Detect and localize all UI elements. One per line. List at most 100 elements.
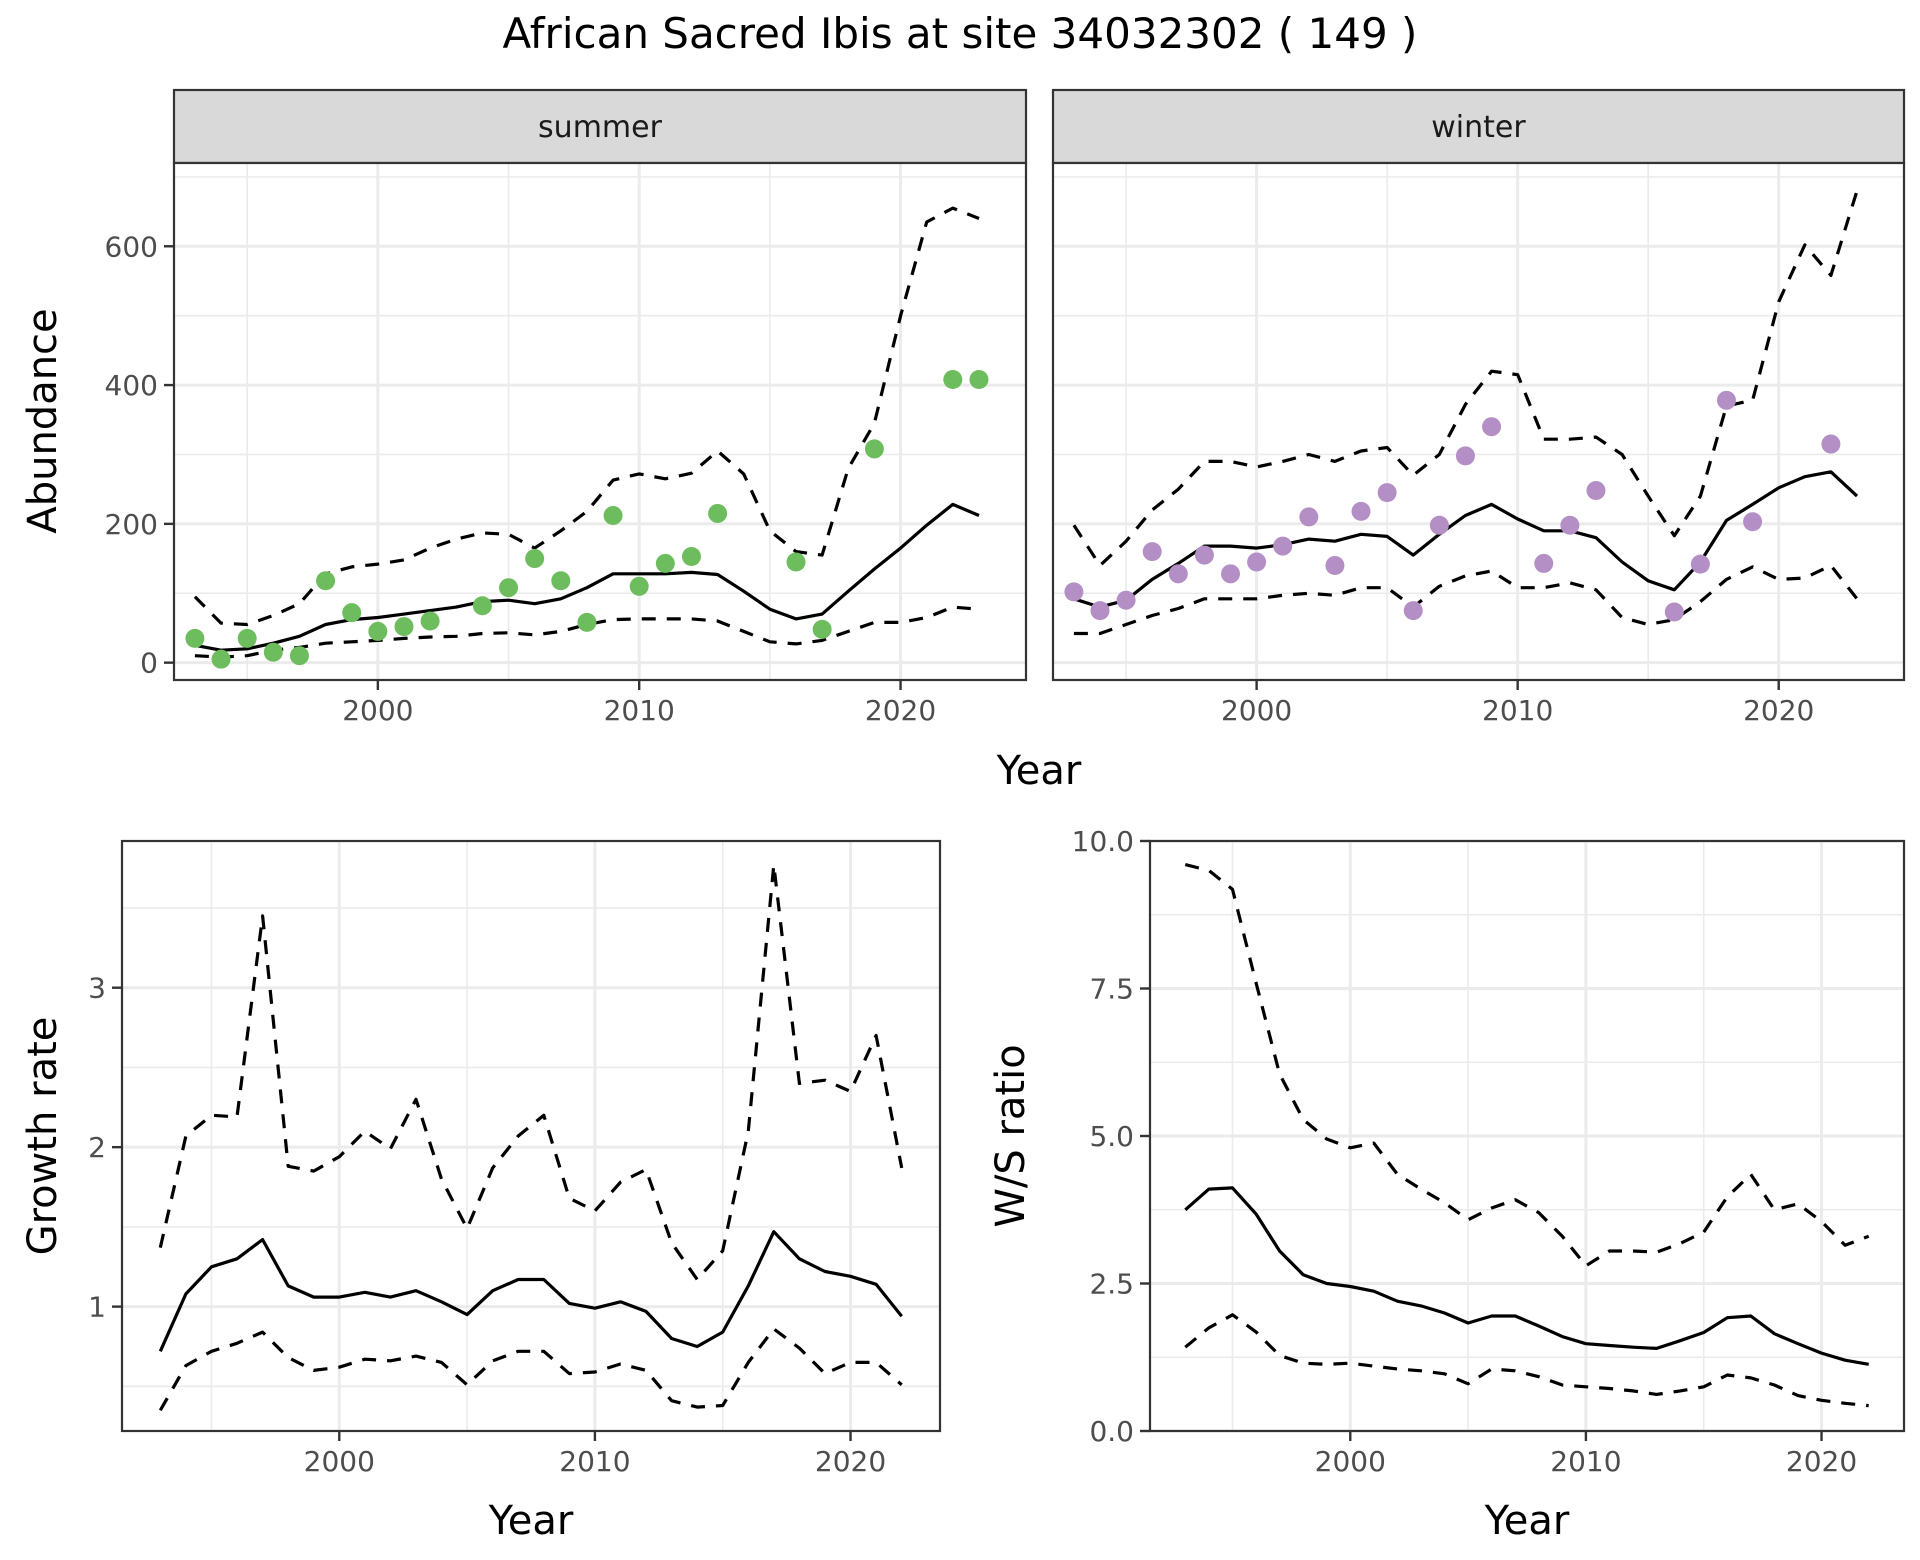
x-tick-label: 2020 [865,694,936,727]
observed-point [185,628,205,648]
observed-point [1116,590,1136,610]
y-tick-label: 10.0 [1072,825,1134,858]
series-mean-line [1184,1186,1869,1366]
observed-point [1194,545,1214,565]
x-tick-label: 2010 [559,1445,630,1478]
panel-growth-rate: 2000 2010 2020 1 2 3 [88,839,942,1478]
x-tick-label: 2000 [1315,1445,1386,1478]
observed-point [1455,446,1475,466]
series-upper-line [158,863,904,1282]
observed-point [1743,512,1763,532]
panel-border [1051,161,1906,682]
facet-strip-summer [172,88,1028,165]
series-mean-line [194,502,980,652]
y-tick-label: 0.0 [1089,1415,1134,1448]
panel-background [1053,163,1904,680]
observed-point [1560,515,1580,535]
observed-point [1586,481,1606,501]
observed-point [1403,601,1423,621]
observed-point [499,578,519,598]
series-mean-line [158,1230,903,1352]
observed-point [551,571,571,591]
observed-point [1299,507,1319,527]
observed-point [603,506,623,526]
y-axis-title: Growth rate [20,1017,66,1256]
observed-point [263,642,283,662]
observed-point [1273,536,1293,556]
facet-strip-winter [1051,88,1906,165]
series-upper-line [1072,190,1859,568]
observed-point [577,612,597,632]
observed-point [1090,601,1110,621]
x-tick-label: 2020 [1786,1445,1857,1478]
observed-point [969,370,989,390]
x-tick-label: 2010 [1550,1445,1621,1478]
y-axis-title: W/S ratio [988,1044,1034,1227]
y-axis-title: Abundance [20,308,66,533]
y-tick-label: 5.0 [1089,1120,1134,1153]
x-axis-title: Year [1484,1498,1570,1544]
facet-strip-label: winter [1431,110,1526,145]
y-tick-label: 3 [88,972,106,1005]
observed-point [864,439,884,459]
observed-point [1664,602,1684,622]
observed-point [342,603,362,623]
observed-point [394,617,414,637]
observed-point [1168,564,1188,584]
observed-point [525,549,545,569]
series-upper-line [1184,863,1870,1268]
x-axis-title: Year [996,748,1082,794]
observed-point [316,571,336,591]
observed-point [1142,542,1162,562]
observed-point [943,370,963,390]
x-axis-title: Year [488,1498,574,1544]
observed-point [1429,515,1449,535]
observed-point [368,621,388,641]
facet-strip-label: summer [538,110,663,145]
observed-point [472,596,492,616]
x-tick-label: 2010 [604,694,675,727]
observed-point [1247,552,1267,572]
observed-point [708,503,728,523]
observed-point [1351,501,1371,521]
series-lower-line [1073,563,1859,636]
y-tick-label: 2 [88,1131,106,1164]
x-tick-label: 2000 [1221,694,1292,727]
observed-point [1821,434,1841,454]
y-tick-label: 0 [140,647,158,680]
observed-point [1221,564,1241,584]
observed-point [1325,555,1345,575]
panel-border [120,839,942,1433]
observed-point [629,576,649,596]
observed-point [1534,553,1554,573]
y-tick-label: 1 [88,1291,106,1324]
panel-background [174,163,1026,680]
x-tick-label: 2010 [1482,694,1553,727]
y-tick-label: 600 [105,230,158,263]
x-tick-label: 2000 [342,694,413,727]
y-tick-label: 2.5 [1089,1268,1134,1301]
observed-point [1482,417,1502,437]
x-tick-label: 2020 [815,1445,886,1478]
observed-point [1716,390,1736,410]
observed-point [211,649,231,669]
x-tick-label: 2020 [1743,694,1814,727]
y-tick-label: 400 [105,369,158,402]
x-tick-label: 2000 [304,1445,375,1478]
series-lower-line [158,1327,903,1412]
y-tick-label: 7.5 [1089,973,1134,1006]
y-tick-label: 200 [105,508,158,541]
chart-title: African Sacred Ibis at site 34032302 ( 1… [503,9,1418,58]
observed-point [237,628,257,648]
panel-background [122,841,940,1431]
panel-abundance-summer: 2000 2010 2020 0 200 400 600 [105,161,1028,727]
observed-point [786,552,806,572]
observed-point [1064,582,1084,602]
observed-point [420,611,440,631]
observed-point [655,553,675,573]
observed-point [1690,554,1710,574]
observed-point [1377,483,1397,503]
panel-abundance-winter: 2000 2010 2020 [1051,161,1906,727]
observed-point [681,546,701,566]
